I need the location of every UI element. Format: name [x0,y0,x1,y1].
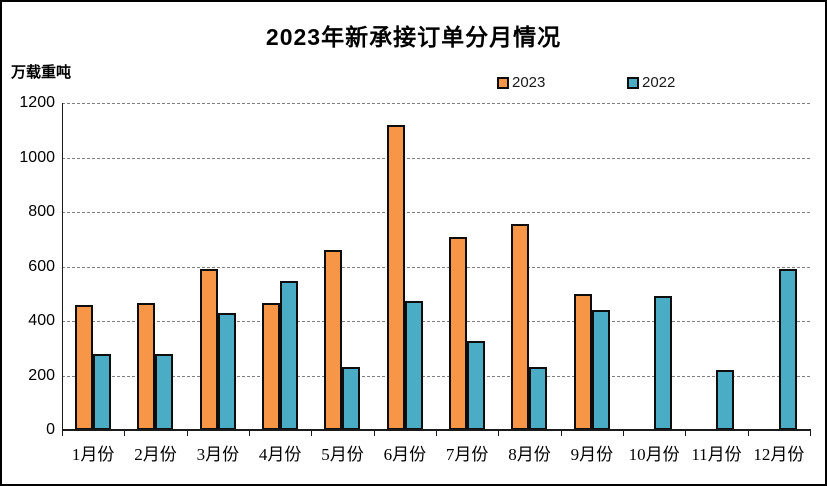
bar-2022 [467,341,486,430]
x-tick [124,431,126,436]
bar-2023 [199,269,218,430]
gridline [62,103,810,104]
legend-swatch-2022-icon [627,76,639,89]
bar-2022 [155,354,174,430]
gridline [62,321,810,322]
x-tick [186,431,188,436]
gridline [62,157,810,159]
category-band [685,103,747,430]
category-band [124,103,186,430]
x-category-label: 11月份 [691,445,742,464]
bar-2022 [529,367,548,430]
x-tick [311,431,313,436]
bar-2022 [404,301,423,430]
bar-2022 [591,310,610,430]
bar-2022 [280,281,299,430]
y-axis-unit-label: 万载重吨 [11,64,72,81]
y-tick-label: 800 [28,203,55,220]
bar-2022 [654,296,673,430]
category-band [374,103,436,430]
y-tick-label: 600 [28,257,55,275]
x-category-label: 8月份 [508,445,551,464]
x-tick [373,431,375,436]
y-axis-line [62,103,63,430]
category-band [436,103,498,430]
bar-2023 [573,294,592,430]
gridline [62,266,810,268]
x-tick [498,431,500,436]
x-tick [747,431,749,436]
bar-2023 [262,303,281,430]
y-tick-label: 1000 [19,148,55,166]
x-category-label: 3月份 [196,445,240,464]
x-tick [810,431,811,436]
x-axis-line [62,429,811,431]
category-band [62,103,124,430]
x-tick [623,431,624,436]
bar-2022 [716,370,735,430]
x-category-label: 6月份 [383,445,427,464]
x-tick [685,431,687,436]
category-band [623,103,685,430]
x-category-label: 10月份 [628,445,680,464]
bar-2023 [324,250,343,430]
category-band [748,103,810,430]
gridline [62,375,810,377]
category-band [249,103,311,430]
x-tick [560,431,562,436]
bar-2023 [75,305,94,430]
legend-label-2022: 2022 [642,74,676,91]
x-tick [436,431,437,436]
legend-item-2022: 2022 [627,74,675,91]
plot-area [62,103,810,430]
bar-2022 [342,367,361,430]
y-tick-label: 0 [46,421,55,438]
y-tick-label: 1200 [19,94,55,111]
bar-2022 [217,313,236,430]
legend-item-2023: 2023 [497,74,545,91]
legend-swatch-2023-icon [497,76,509,89]
bar-2023 [449,237,468,430]
x-category-label: 5月份 [321,445,364,464]
bar-2023 [137,303,156,430]
category-band [187,103,249,430]
category-band [561,103,623,430]
category-band [311,103,373,430]
bar-2023 [386,125,405,430]
bar-2023 [511,224,530,430]
x-category-label: 2月份 [134,445,177,464]
y-tick-label: 200 [28,366,55,384]
chart-title: 2023年新承接订单分月情况 [265,24,562,50]
bar-2022 [778,269,797,430]
gridline [62,212,810,213]
bar-2022 [93,354,112,430]
x-tick [249,431,250,436]
category-band [498,103,560,430]
x-category-label: 1月份 [71,445,115,464]
x-category-label: 12月份 [753,445,805,464]
x-category-label: 9月份 [570,445,614,464]
x-tick [62,431,63,436]
x-category-label: 4月份 [258,445,302,464]
legend-label-2023: 2023 [512,74,546,91]
x-category-label: 7月份 [445,445,489,464]
y-tick-label: 400 [28,312,55,329]
